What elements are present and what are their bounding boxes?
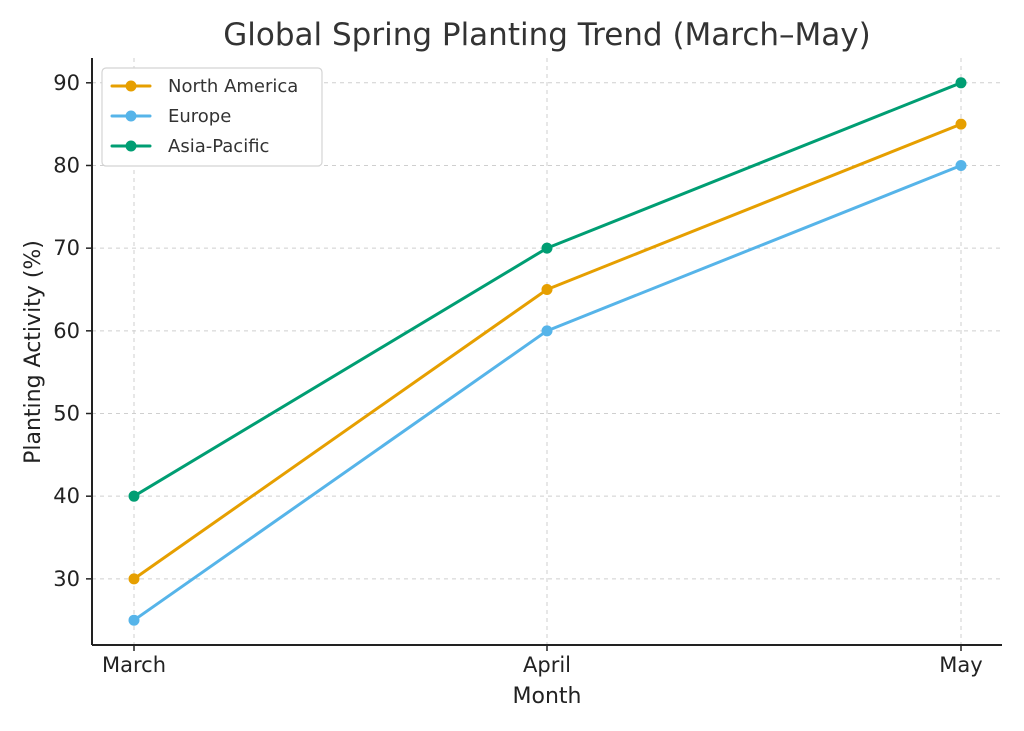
europe-point-april bbox=[541, 325, 553, 337]
axes-layer: 30 40 50 60 70 80 90 March April May bbox=[53, 58, 1002, 677]
north-america-legend-label: North America bbox=[168, 76, 298, 97]
y-tick-label-40: 40 bbox=[53, 484, 80, 508]
asia-pacific-legend-label: Asia-Pacific bbox=[168, 136, 269, 157]
x-axis-label: Month bbox=[513, 684, 582, 709]
europe-point-may bbox=[955, 159, 967, 171]
europe-series-line bbox=[132, 163, 963, 622]
chart-title: Global Spring Planting Trend (March–May) bbox=[223, 17, 871, 53]
north-america-point-march bbox=[128, 573, 140, 585]
north-america-point-april bbox=[541, 283, 553, 295]
y-tick-label-80: 80 bbox=[53, 153, 80, 177]
asia-pacific-point-april bbox=[541, 242, 553, 254]
y-tick-label-70: 70 bbox=[53, 236, 80, 260]
asia-pacific-legend-marker bbox=[125, 140, 137, 152]
y-tick-label-90: 90 bbox=[53, 71, 80, 95]
legend-box bbox=[101, 67, 323, 167]
north-america-series-line bbox=[132, 122, 963, 581]
asia-pacific-point-may bbox=[955, 77, 967, 89]
north-america-legend-marker bbox=[125, 80, 137, 92]
europe-legend-marker bbox=[125, 110, 137, 122]
series-layer bbox=[128, 77, 967, 626]
y-axis-label: Planting Activity (%) bbox=[21, 240, 46, 464]
x-tick-label-april: April bbox=[523, 653, 571, 677]
x-tick-label-may: May bbox=[939, 653, 982, 677]
x-tick-label-march: March bbox=[102, 653, 166, 677]
y-tick-label-30: 30 bbox=[53, 567, 80, 591]
europe-point-march bbox=[128, 614, 140, 626]
y-tick-label-60: 60 bbox=[53, 319, 80, 343]
europe-legend-label: Europe bbox=[168, 106, 231, 127]
legend: North America Europe Asia-Pacific bbox=[101, 67, 323, 167]
north-america-point-may bbox=[955, 118, 967, 130]
asia-pacific-point-march bbox=[128, 490, 140, 502]
y-tick-label-50: 50 bbox=[53, 402, 80, 426]
